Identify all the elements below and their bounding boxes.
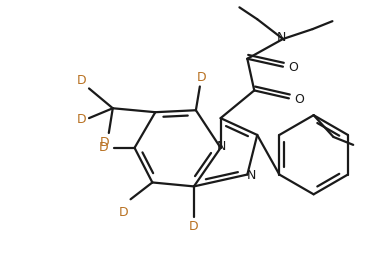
Text: N: N bbox=[217, 140, 226, 153]
Text: N: N bbox=[276, 30, 286, 43]
Text: D: D bbox=[197, 71, 206, 84]
Text: O: O bbox=[294, 93, 304, 106]
Text: D: D bbox=[119, 206, 128, 219]
Text: D: D bbox=[100, 137, 110, 149]
Text: O: O bbox=[288, 61, 298, 74]
Text: D: D bbox=[76, 113, 86, 125]
Text: D: D bbox=[99, 141, 109, 154]
Text: N: N bbox=[246, 169, 256, 182]
Text: D: D bbox=[76, 74, 86, 87]
Text: D: D bbox=[189, 220, 199, 233]
